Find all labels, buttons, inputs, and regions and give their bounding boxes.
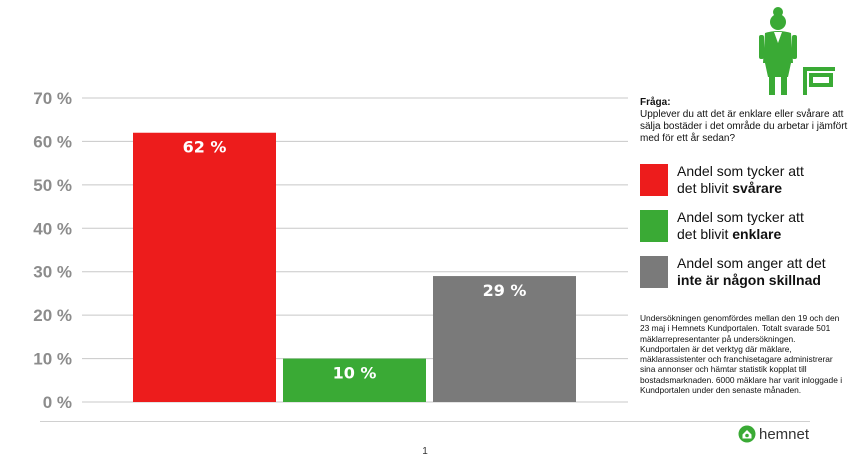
chart-data-labels: 62 % 10 % 29 %: [183, 138, 527, 383]
brand-name: hemnet: [759, 425, 810, 443]
y-tick-label: 30 %: [33, 263, 72, 282]
bar-chart: 0 % 10 % 20 % 30 % 40 % 50 % 60 % 70 % 62 % 10 %…: [33, 89, 628, 412]
y-tick-label: 50 %: [33, 176, 72, 195]
data-label-0: 62 %: [183, 138, 227, 157]
legend-label-bold: inte är någon skillnad: [677, 272, 821, 288]
y-tick-label: 20 %: [33, 306, 72, 325]
chart-legend: Andel som tycker att det blivit svårare …: [640, 163, 845, 301]
y-tick-label: 60 %: [33, 132, 72, 151]
woman-with-sign-icon: [759, 7, 835, 95]
y-tick-label: 70 %: [33, 89, 72, 108]
bar-2: [433, 276, 576, 402]
footer-divider: [40, 421, 810, 422]
legend-label-prefix: det blivit: [677, 226, 733, 242]
bar-0: [133, 132, 276, 402]
legend-label-bold: enklare: [732, 226, 782, 242]
y-axis-ticks: 0 % 10 % 20 % 30 % 40 % 50 % 60 % 70 %: [33, 89, 72, 412]
bar-1: [283, 358, 426, 402]
legend-label: Andel som anger att det: [677, 255, 826, 271]
legend-swatch-gray: [640, 256, 668, 288]
hemnet-logo[interactable]: hemnet: [738, 424, 809, 444]
page-number: 1: [422, 446, 428, 457]
chart-bars: [133, 132, 576, 402]
survey-footnote: Undersökningen genomfördes mellan den 19…: [640, 313, 843, 396]
legend-label: Andel som tycker att: [677, 209, 804, 225]
legend-label-bold: svårare: [732, 180, 783, 196]
hemnet-house-icon: [738, 425, 756, 443]
legend-swatch-green: [640, 210, 668, 242]
data-label-1: 10 %: [333, 364, 377, 383]
question-text: Upplever du att det är enklare eller svå…: [640, 109, 848, 144]
legend-item-svarare: Andel som tycker att det blivit svårare: [640, 163, 845, 209]
y-tick-label: 40 %: [33, 219, 72, 238]
legend-item-ingen-skillnad: Andel som anger att det inte är någon sk…: [640, 255, 845, 301]
legend-label: Andel som tycker att: [677, 163, 804, 179]
y-tick-label: 0 %: [43, 393, 72, 412]
question-block: Fråga: Upplever du att det är enklare el…: [640, 97, 850, 145]
question-title: Fråga:: [640, 97, 671, 108]
legend-swatch-red: [640, 164, 668, 196]
legend-label-prefix: det blivit: [677, 180, 733, 196]
y-tick-label: 10 %: [33, 350, 72, 369]
data-label-2: 29 %: [483, 281, 527, 300]
legend-item-enklare: Andel som tycker att det blivit enklare: [640, 209, 845, 255]
